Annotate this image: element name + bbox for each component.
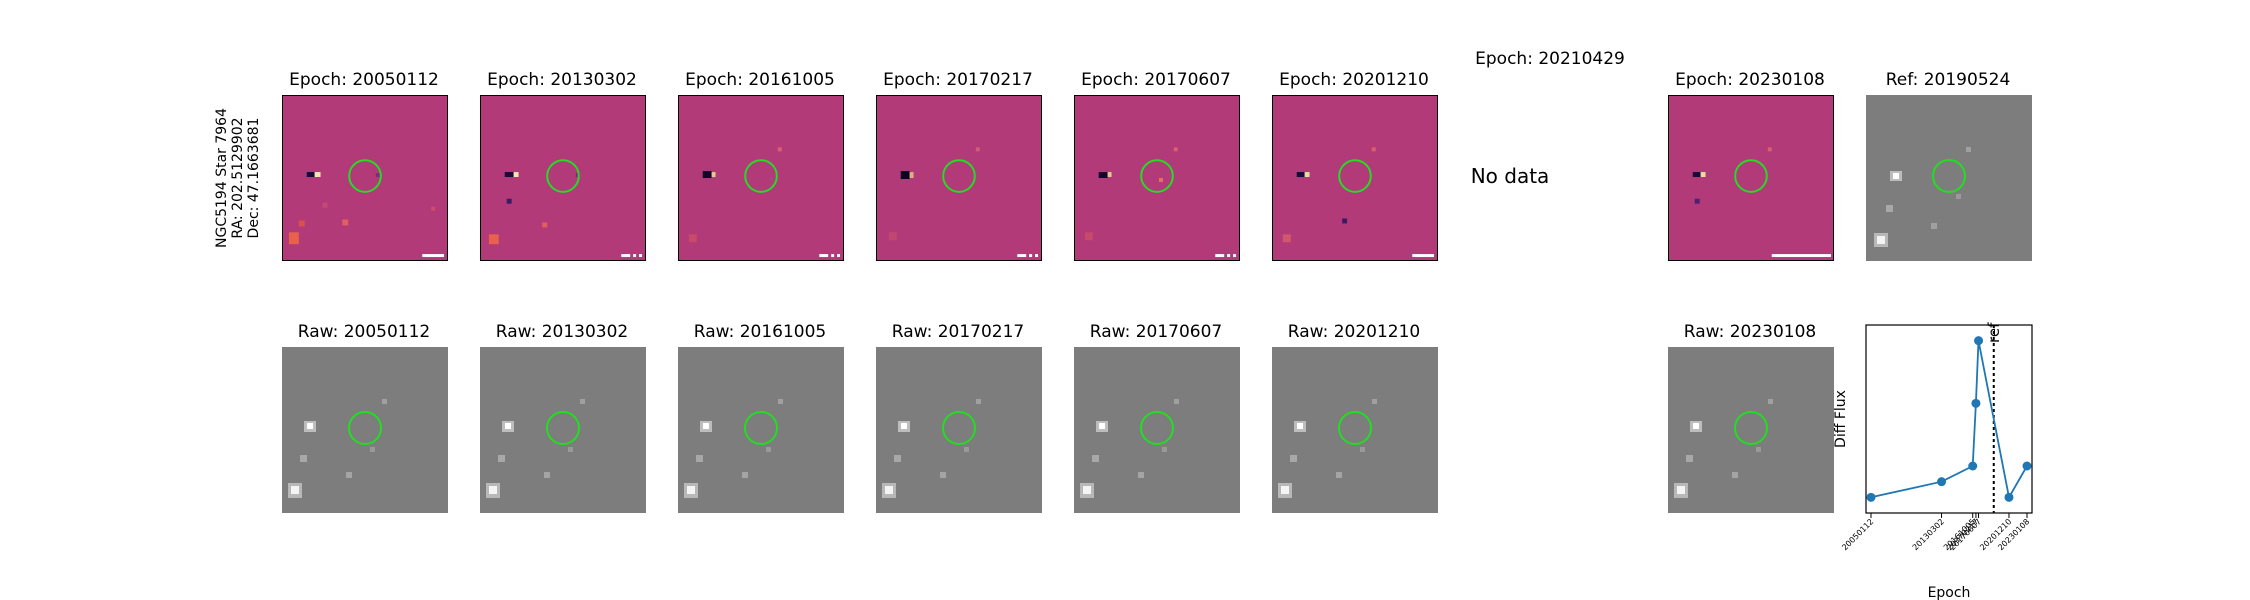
raw-image-5 (1074, 347, 1240, 513)
x-ticks: 20050112 20130302201610052017021720170607… (1840, 513, 2031, 552)
raw-image-2-graphic (480, 347, 646, 513)
diff-image-8 (1668, 95, 1834, 261)
raw-image-7 (1668, 347, 1834, 513)
target-ra: RA: 202.5129902 (230, 108, 246, 248)
data-point-20230108 (2023, 462, 2032, 471)
diff-flux-line (1871, 341, 2027, 498)
no-data-text: No data (1471, 164, 1550, 188)
diff-image-1 (282, 95, 448, 261)
x-tick-label-20050112: 20050112 (1840, 517, 1875, 552)
target-info-label: NGC5194 Star 7964 RA: 202.5129902 Dec: 4… (214, 108, 262, 248)
diff-image-1-graphic (283, 96, 447, 260)
diff-title-7: Epoch: 20210429 (1430, 49, 1670, 69)
target-name: NGC5194 Star 7964 (214, 108, 230, 248)
target-dec: Dec: 47.1663681 (246, 108, 262, 248)
ref-title: Ref: 20190524 (1828, 70, 2068, 90)
x-tick-label-20130302: 20130302 (1911, 517, 1946, 552)
raw-image-1-graphic (282, 347, 448, 513)
diff-image-4 (876, 95, 1042, 261)
diff-image-2-graphic (481, 96, 645, 260)
data-point-20170217 (1971, 399, 1980, 408)
y-axis-label: Diff Flux (1833, 390, 1849, 448)
raw-image-4 (876, 347, 1042, 513)
diff-image-3-graphic (679, 96, 843, 260)
data-point-20170607 (1974, 336, 1983, 345)
raw-image-5-graphic (1074, 347, 1240, 513)
data-point-20161005 (1968, 462, 1977, 471)
diff-image-6-graphic (1273, 96, 1437, 260)
x-axis-label: Epoch (1928, 585, 1971, 600)
ref-image-graphic (1866, 95, 2032, 261)
raw-image-7-graphic (1668, 347, 1834, 513)
raw-image-1 (282, 347, 448, 513)
light-curve-chart: ref 20050112 2013030220161005201702172017… (1820, 315, 2050, 600)
raw-image-6-graphic (1272, 347, 1438, 513)
diff-title-6: Epoch: 20201210 (1234, 70, 1474, 90)
raw-image-4-graphic (876, 347, 1042, 513)
raw-image-2 (480, 347, 646, 513)
raw-image-3-graphic (678, 347, 844, 513)
diff-image-5-graphic (1075, 96, 1239, 260)
raw-image-6 (1272, 347, 1438, 513)
raw-title-6: Raw: 20201210 (1234, 322, 1474, 342)
diff-image-2 (480, 95, 646, 261)
data-point-20050112 (1867, 493, 1876, 502)
data-point-20201210 (2004, 493, 2013, 502)
diff-image-3 (678, 95, 844, 261)
diff-image-6 (1272, 95, 1438, 261)
ref-image (1866, 95, 2032, 261)
diff-image-5 (1074, 95, 1240, 261)
data-point-20130302 (1937, 477, 1946, 486)
diff-image-8-graphic (1669, 96, 1833, 260)
diff-image-4-graphic (877, 96, 1041, 260)
reference-label: ref (1985, 322, 2003, 343)
raw-image-3 (678, 347, 844, 513)
